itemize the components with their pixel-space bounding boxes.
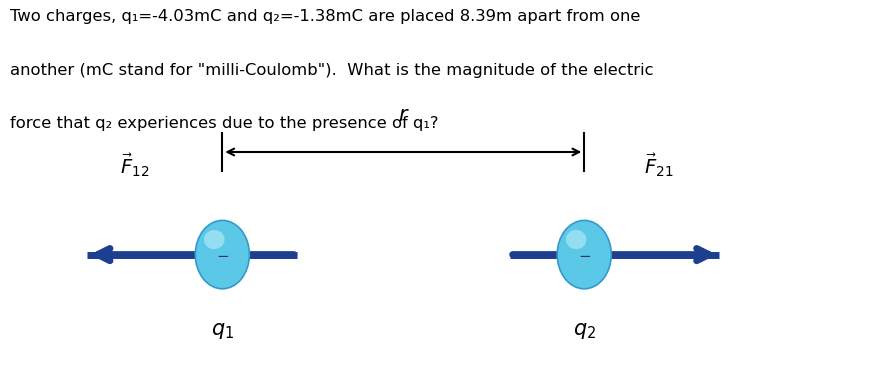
Ellipse shape [204, 230, 224, 249]
Text: force that q₂ experiences due to the presence of q₁?: force that q₂ experiences due to the pre… [10, 116, 439, 131]
Ellipse shape [566, 230, 586, 249]
Text: $r$: $r$ [398, 105, 410, 125]
Text: $-$: $-$ [215, 247, 229, 262]
Ellipse shape [557, 220, 611, 289]
Text: $q_2$: $q_2$ [573, 321, 596, 341]
Text: another (mC stand for "milli-Coulomb").  What is the magnitude of the electric: another (mC stand for "milli-Coulomb"). … [10, 63, 654, 78]
Text: $-$: $-$ [577, 247, 591, 262]
Text: $\vec{F}_{12}$: $\vec{F}_{12}$ [120, 151, 150, 179]
Text: Two charges, q₁=-4.03mC and q₂=-1.38mC are placed 8.39m apart from one: Two charges, q₁=-4.03mC and q₂=-1.38mC a… [10, 10, 641, 24]
Ellipse shape [195, 220, 249, 289]
Text: $\vec{F}_{21}$: $\vec{F}_{21}$ [644, 151, 673, 179]
Text: $q_1$: $q_1$ [211, 321, 234, 341]
